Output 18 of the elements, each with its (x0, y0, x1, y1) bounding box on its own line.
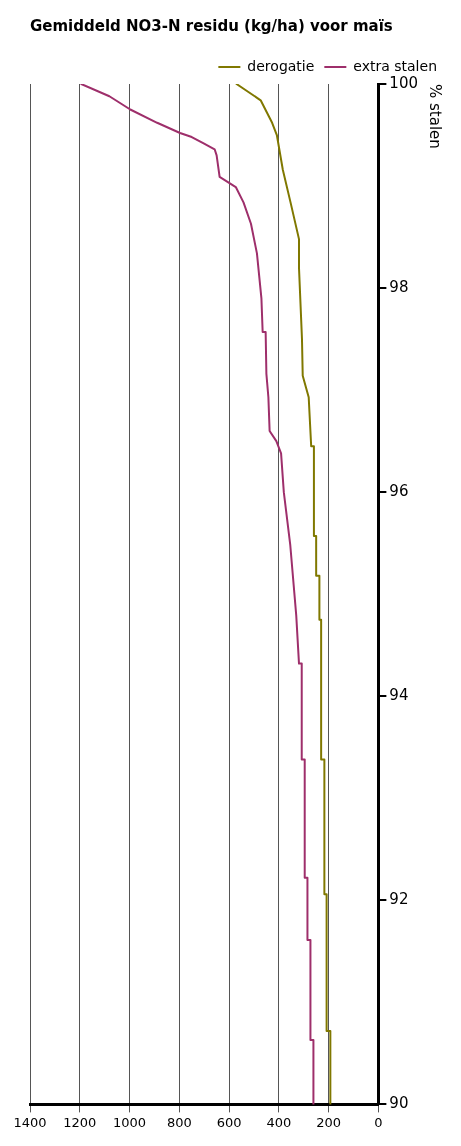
y-tick-label: 90 (389, 1094, 409, 1113)
x-tick-label: 600 (216, 1114, 242, 1130)
y-tick-label: 100 (389, 73, 419, 92)
legend-label: derogatie (247, 57, 315, 74)
y-tick-label: 96 (389, 482, 409, 501)
y-tick-label: 94 (389, 686, 409, 705)
chart-title: Gemiddeld NO3-N residu (kg/ha) voor maïs (30, 16, 393, 35)
y-tick-label: 92 (389, 890, 409, 909)
x-tick-label: 400 (266, 1114, 292, 1130)
x-tick-label: 0 (374, 1114, 383, 1130)
y-tick-label: 98 (389, 277, 409, 296)
x-tick-label: 1000 (112, 1114, 147, 1130)
x-tick-label: 200 (316, 1114, 342, 1130)
x-tick-label: 1200 (63, 1114, 97, 1130)
y-axis-title: % stalen (426, 84, 445, 149)
x-tick-label: 800 (166, 1114, 192, 1130)
x-tick-label: 1400 (13, 1114, 47, 1130)
legend-label: extra stalen (353, 57, 438, 74)
